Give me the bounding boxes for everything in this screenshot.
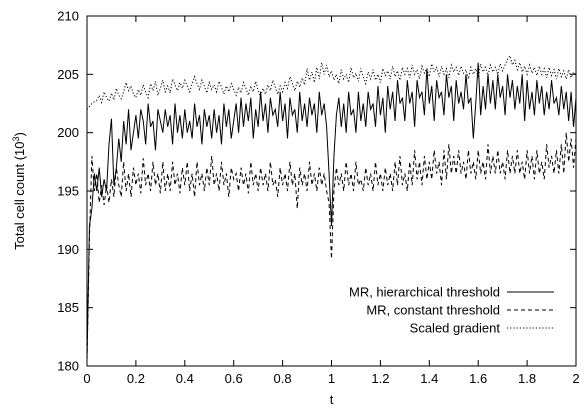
x-tick-label: 0.4 (176, 371, 194, 386)
series-line (86, 54, 577, 110)
x-tick-label: 1.6 (469, 371, 487, 386)
x-tick-label: 0.2 (127, 371, 145, 386)
legend: MR, hierarchical threshold MR, constant t… (349, 285, 554, 336)
x-tick-label: 0.8 (274, 371, 292, 386)
legend-label: MR, hierarchical threshold (349, 285, 500, 300)
x-tick-label: 1 (328, 371, 335, 386)
x-tick-label: 1.8 (518, 371, 536, 386)
plot-frame (86, 15, 577, 367)
y-tick-label: 180 (57, 359, 79, 374)
x-tick-label: 1.4 (420, 371, 438, 386)
x-tick-label: 0 (83, 371, 90, 386)
y-tick-label: 185 (57, 300, 79, 315)
legend-label: MR, constant threshold (366, 303, 500, 318)
y-axis-label: Total cell count (103) (11, 132, 27, 250)
series-line (86, 62, 577, 361)
y-tick-label: 190 (57, 242, 79, 257)
axis-ticks: 0 0.2 0.4 0.6 0.8 1 1.2 1.4 1.6 1.8 2 180 185 190 195 2… (57, 9, 579, 387)
x-tick-label: 0.6 (225, 371, 243, 386)
x-tick-label: 1.2 (371, 371, 389, 386)
x-axis-label: t (330, 392, 334, 407)
y-tick-label: 195 (57, 184, 79, 199)
series-line (86, 132, 577, 361)
y-tick-label: 210 (57, 9, 79, 24)
legend-label: Scaled gradient (410, 321, 501, 336)
y-tick-label: 205 (57, 67, 79, 82)
series-lines (86, 54, 577, 361)
y-tick-label: 200 (57, 125, 79, 140)
x-tick-label: 2 (572, 371, 579, 386)
